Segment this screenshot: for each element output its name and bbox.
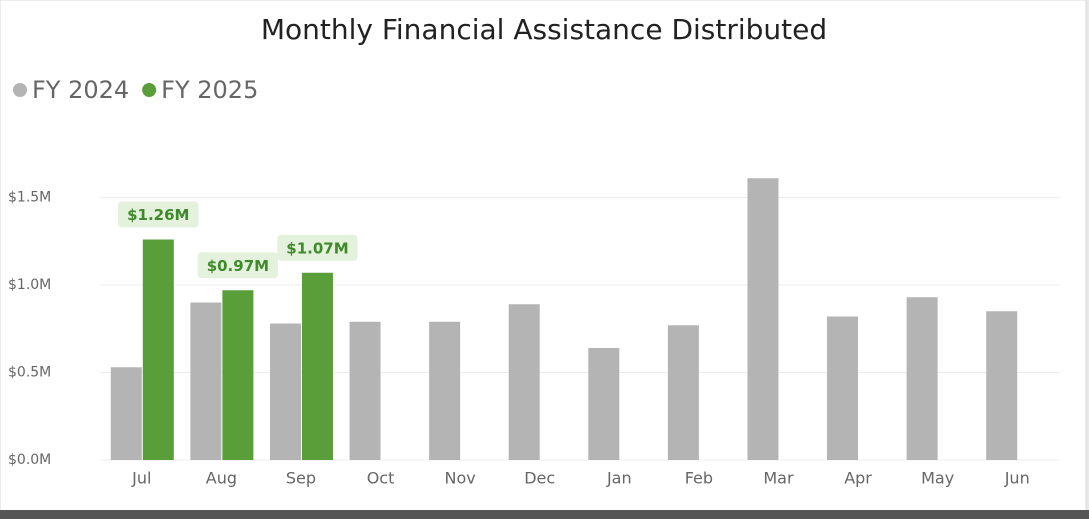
bar [906,297,938,460]
bar [986,311,1018,460]
bar [222,290,254,460]
bar [142,239,174,460]
x-tick-label: Apr [844,469,872,488]
bar [667,325,699,460]
bar [827,316,859,460]
bar [110,367,142,460]
bar [301,272,333,460]
data-label: $1.07M [286,239,348,257]
x-tick-label: Nov [445,469,476,488]
card-shadow [0,510,1089,519]
x-tick-label: Mar [763,469,794,488]
y-tick-label: $0.5M [8,365,51,381]
y-tick-label: $0.0M [8,452,51,468]
data-label-bg [118,201,199,228]
data-label: $1.26M [127,206,189,224]
data-label-bg [197,252,279,279]
bar [190,302,222,460]
x-tick-label: Feb [685,469,713,488]
x-tick-label: Aug [206,469,237,488]
x-tick-label: Jan [606,469,632,488]
bar [429,321,461,460]
x-tick-label: Oct [367,469,395,488]
legend-label: FY 2024 [32,76,129,104]
bar [269,323,301,460]
bar [588,348,620,460]
bar [747,178,779,460]
x-tick-label: Dec [524,469,555,488]
bar [349,321,381,460]
x-tick-label: May [921,469,954,488]
legend-marker [142,83,157,97]
data-label-bg [277,234,358,261]
y-tick-label: $1.0M [8,277,51,293]
chart-title: Monthly Financial Assistance Distributed [261,13,827,46]
x-tick-label: Sep [286,469,316,488]
bar [508,304,540,460]
x-tick-label: Jun [1004,469,1030,488]
data-label: $0.97M [207,257,269,275]
y-tick-label: $1.5M [8,190,51,206]
legend-label: FY 2025 [161,76,258,104]
x-tick-label: Jul [131,469,151,488]
legend-marker [13,83,27,97]
